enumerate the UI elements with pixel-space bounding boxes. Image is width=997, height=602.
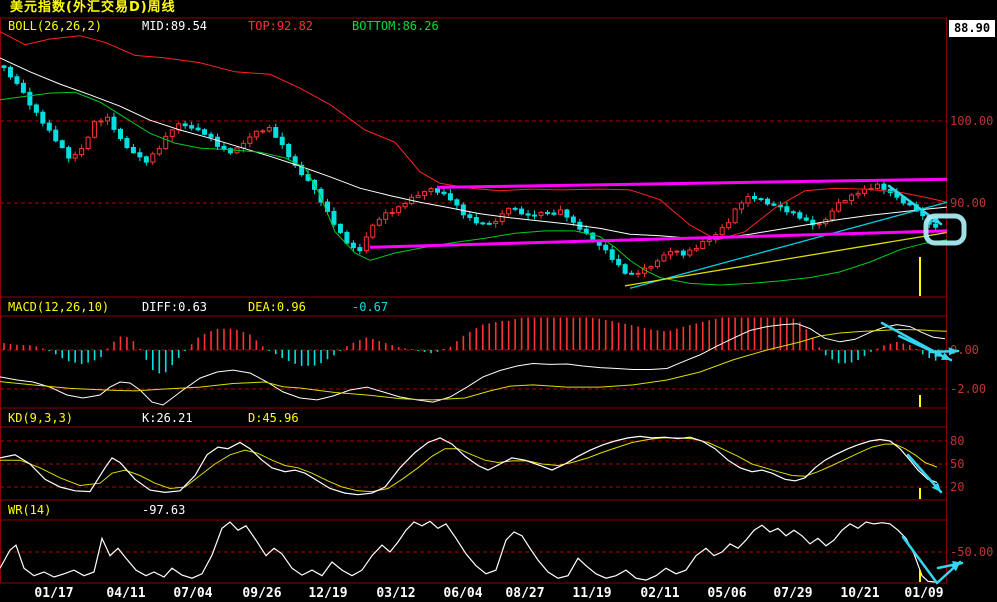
x-axis-label: 07/29	[773, 586, 813, 601]
d-value: D:45.96	[248, 411, 299, 425]
x-axis-label: 09/26	[242, 586, 282, 601]
y-axis-label: -50.00	[950, 545, 993, 559]
x-axis-label: 04/11	[106, 586, 146, 601]
x-axis-label: 11/19	[572, 586, 612, 601]
boll-mid-value: MID:89.54	[142, 19, 208, 33]
y-axis-label: 90.00	[950, 196, 986, 210]
chart-title: 美元指数(外汇交易D)周线	[10, 0, 176, 15]
kd-label: KD(9,3,3)	[8, 411, 74, 425]
x-axis-label: 02/11	[640, 586, 680, 601]
x-axis-label: 08/27	[505, 586, 545, 601]
last-price-box: 88.90	[949, 20, 995, 37]
y-axis-label: 80	[950, 434, 964, 448]
boll-bottom-value: BOTTOM:86.26	[352, 19, 439, 33]
macd-hist-value: -0.67	[352, 300, 389, 314]
k-value: K:26.21	[142, 411, 193, 425]
macd-dea-value: DEA:0.96	[248, 300, 306, 314]
x-axis-label: 12/19	[308, 586, 348, 601]
boll-label: BOLL(26,26,2)	[8, 19, 102, 33]
y-axis-label: 100.00	[950, 114, 993, 128]
x-axis-label: 01/09	[904, 586, 944, 601]
x-axis-label: 05/06	[707, 586, 747, 601]
x-axis-label: 07/04	[173, 586, 213, 601]
y-axis-label: 50	[950, 457, 964, 471]
y-axis-label: 0.00	[950, 343, 979, 357]
wr-label: WR(14)	[8, 503, 52, 517]
x-axis-label: 06/04	[443, 586, 483, 601]
y-axis-label: 20	[950, 480, 964, 494]
x-axis-label: 10/21	[840, 586, 880, 601]
boll-top-value: TOP:92.82	[248, 19, 314, 33]
x-axis-label: 03/12	[376, 586, 416, 601]
x-axis-label: 01/17	[34, 586, 74, 601]
macd-label: MACD(12,26,10)	[8, 300, 110, 314]
macd-diff-value: DIFF:0.63	[142, 300, 208, 314]
y-axis-label: -2.00	[950, 382, 986, 396]
wr-value: -97.63	[142, 503, 186, 517]
highlight-ellipse-annotation	[923, 213, 967, 246]
